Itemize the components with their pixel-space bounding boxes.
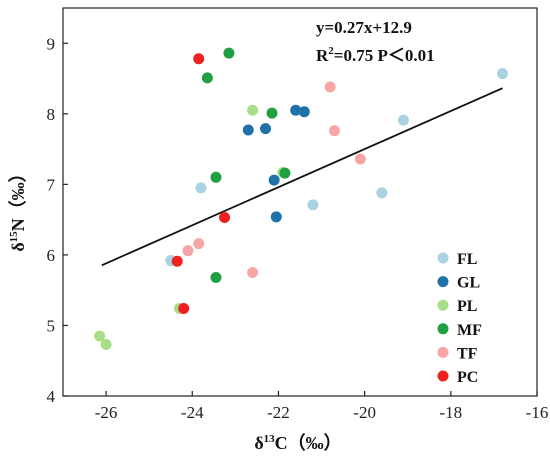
data-point-pc bbox=[219, 212, 231, 224]
legend-label-pc: PC bbox=[457, 369, 478, 386]
data-point-pc bbox=[171, 255, 183, 267]
data-point-fl bbox=[376, 187, 388, 199]
data-point-mf bbox=[210, 271, 222, 283]
legend-marker-tf bbox=[437, 346, 449, 358]
y-tick-label: 7 bbox=[47, 175, 56, 194]
legend-label-fl: FL bbox=[457, 251, 477, 268]
legend-marker-fl bbox=[437, 252, 449, 264]
legend-label-gl: GL bbox=[457, 275, 480, 292]
x-tick-label: -22 bbox=[267, 403, 290, 422]
data-point-mf bbox=[266, 107, 278, 119]
legend-label-tf: TF bbox=[457, 345, 478, 362]
y-tick-label: 8 bbox=[47, 105, 56, 124]
data-point-tf bbox=[328, 125, 340, 137]
data-point-mf bbox=[210, 171, 222, 183]
data-point-fl bbox=[307, 199, 319, 211]
x-axis-label: δ13C（‰） bbox=[254, 433, 341, 453]
y-axis-ticks: 4 5 6 7 8 9 bbox=[47, 34, 68, 406]
x-tick-label: -26 bbox=[95, 403, 118, 422]
x-axis-ticks: -26 -24 -22 -20 -18 -16 bbox=[95, 391, 549, 422]
legend-marker-mf bbox=[437, 323, 449, 335]
equation-line-2: R2=0.75 P＜0.01 bbox=[316, 45, 435, 65]
legend: FL GL PL MF TF PC bbox=[437, 251, 482, 386]
legend-label-pl: PL bbox=[457, 298, 477, 315]
data-point-pl bbox=[100, 339, 112, 351]
data-point-tf bbox=[247, 267, 259, 279]
data-point-gl bbox=[270, 211, 282, 223]
data-point-tf bbox=[354, 153, 366, 165]
trendline bbox=[101, 87, 503, 267]
data-point-mf bbox=[223, 47, 235, 59]
data-point-pl bbox=[247, 104, 259, 116]
y-tick-label: 5 bbox=[47, 316, 56, 335]
data-point-fl bbox=[195, 182, 207, 194]
data-point-gl bbox=[268, 174, 280, 186]
data-point-mf bbox=[279, 167, 291, 179]
data-point-gl bbox=[298, 106, 310, 118]
data-point-mf bbox=[201, 72, 213, 84]
legend-marker-pl bbox=[437, 299, 449, 311]
data-point-pc bbox=[193, 53, 205, 65]
y-tick-label: 6 bbox=[47, 246, 56, 265]
y-tick-label: 9 bbox=[47, 34, 56, 53]
legend-label-mf: MF bbox=[457, 322, 482, 339]
data-point-tf bbox=[193, 238, 205, 250]
data-point-fl bbox=[397, 114, 409, 126]
legend-marker-pc bbox=[437, 370, 449, 382]
plot-area bbox=[62, 7, 538, 397]
data-point-gl bbox=[260, 123, 272, 135]
data-point-gl bbox=[290, 104, 302, 116]
data-point-gl bbox=[242, 124, 254, 136]
y-axis-label: δ15N（‰） bbox=[8, 164, 28, 251]
x-tick-label: -24 bbox=[181, 403, 204, 422]
data-point-pc bbox=[178, 303, 190, 315]
legend-marker-gl bbox=[437, 276, 449, 288]
data-point-tf bbox=[324, 81, 336, 93]
x-tick-label: -18 bbox=[439, 403, 462, 422]
data-point-fl bbox=[497, 68, 509, 80]
y-tick-label: 4 bbox=[47, 387, 56, 406]
x-tick-label: -20 bbox=[353, 403, 376, 422]
data-points bbox=[94, 47, 509, 351]
x-tick-label: -16 bbox=[526, 403, 549, 422]
equation-line-1: y=0.27x+12.9 bbox=[316, 18, 412, 37]
data-point-tf bbox=[182, 245, 194, 257]
data-point-pl bbox=[94, 330, 106, 342]
